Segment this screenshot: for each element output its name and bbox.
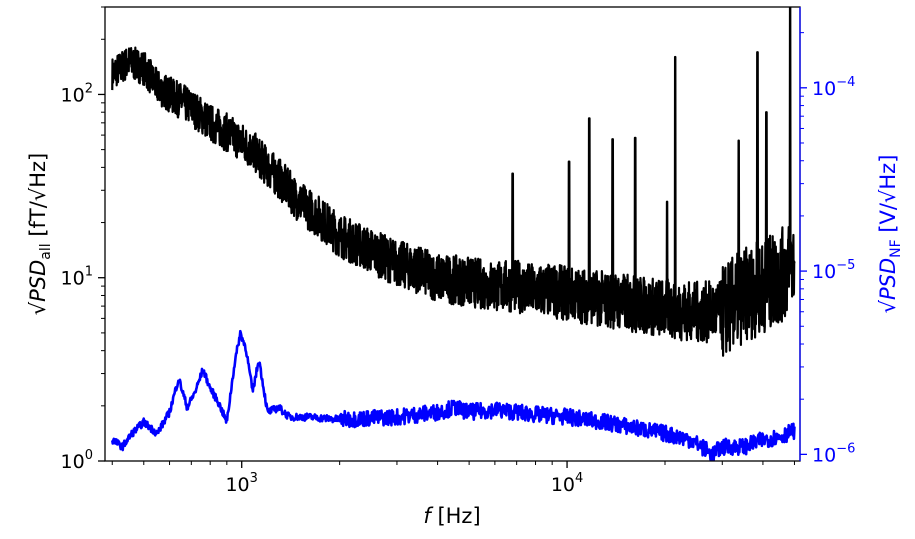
psd-all-series-line [111,7,796,357]
y-right-tick-label: 10−4 [812,75,855,100]
ticks-layer: 103 104 100 101 102 10−6 10−5 10−4 [61,6,855,496]
x-tick-label: 104 [551,471,583,496]
y-right-tick-label: 10−6 [812,441,855,466]
x-tick-label: 103 [225,471,257,496]
psd-nf-series-line [110,329,796,461]
y-left-tick-label: 101 [61,265,93,290]
series-layer [110,7,796,461]
svg-text:√PSDNF [V/√Hz]: √PSDNF [V/√Hz] [876,155,904,314]
x-axis-title: f [Hz] [423,504,480,528]
y-right-axis-title: √PSDNF [V/√Hz] [876,155,904,314]
svg-text:√PSDall [fT/√Hz]: √PSDall [fT/√Hz] [26,153,54,316]
y-left-axis-title: √PSDall [fT/√Hz] [26,153,54,316]
y-left-tick-label: 102 [61,81,93,106]
y-left-tick-label: 100 [61,448,93,473]
plot-frame [104,6,801,462]
y-right-tick-label: 10−5 [812,258,855,283]
